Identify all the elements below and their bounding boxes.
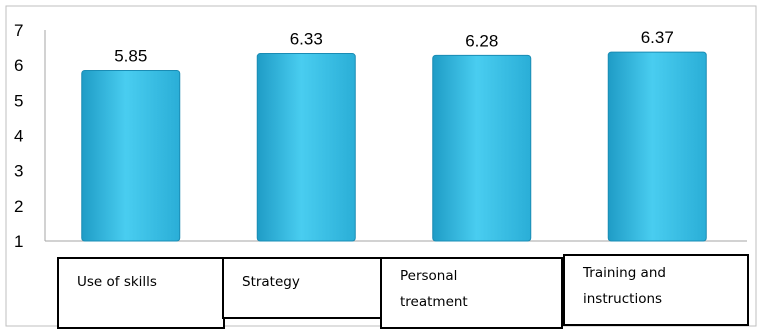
y-tick-label: 2 bbox=[14, 197, 23, 216]
category-label: Training and instructions bbox=[563, 254, 749, 326]
y-tick-label: 1 bbox=[14, 232, 23, 251]
y-axis-ticks: 1 2 3 4 5 6 7 bbox=[14, 21, 23, 251]
category-label-line: Strategy bbox=[242, 274, 300, 290]
data-label: 5.85 bbox=[114, 46, 147, 65]
category-label: Use of skills bbox=[57, 257, 225, 329]
data-label: 6.28 bbox=[465, 31, 498, 50]
y-tick-label: 4 bbox=[14, 127, 23, 146]
category-label: Personal treatment bbox=[380, 257, 563, 329]
category-label-line: Use of skills bbox=[77, 274, 157, 290]
category-label: Strategy bbox=[222, 257, 382, 319]
category-label-line: instructions bbox=[583, 291, 663, 307]
y-tick-label: 7 bbox=[14, 21, 23, 40]
bars bbox=[81, 51, 707, 242]
bar bbox=[81, 69, 181, 242]
data-labels: 5.85 6.33 6.28 6.37 bbox=[114, 28, 674, 65]
category-label-line: Personal bbox=[400, 268, 458, 284]
category-label-line: treatment bbox=[400, 294, 468, 310]
data-label: 6.33 bbox=[290, 30, 323, 49]
bar bbox=[256, 53, 356, 242]
data-label: 6.37 bbox=[641, 28, 674, 47]
bar bbox=[607, 51, 707, 242]
category-label-line: Training and bbox=[583, 265, 666, 281]
y-tick-label: 5 bbox=[14, 91, 23, 110]
bar bbox=[432, 54, 532, 242]
y-tick-label: 3 bbox=[14, 162, 23, 181]
y-tick-label: 6 bbox=[14, 56, 23, 75]
